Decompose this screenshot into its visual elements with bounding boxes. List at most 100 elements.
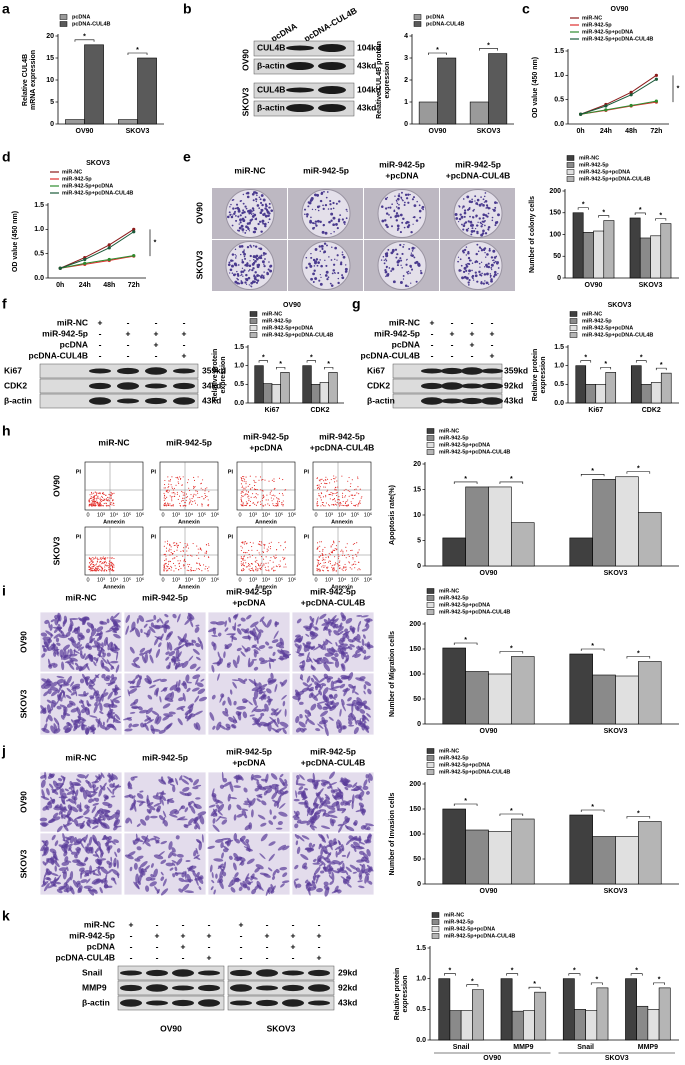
- band-label: Snail: [82, 967, 102, 977]
- colony: [333, 207, 335, 209]
- flow-plot: [237, 462, 295, 510]
- event: [91, 496, 92, 497]
- bar: [638, 822, 661, 885]
- colony: [494, 271, 497, 274]
- sig-label: *: [602, 209, 605, 216]
- colony: [261, 274, 263, 276]
- event: [333, 550, 334, 551]
- event: [206, 544, 207, 545]
- colony: [320, 274, 321, 275]
- event: [331, 504, 332, 505]
- event: [241, 500, 242, 501]
- row-label: OV90: [51, 475, 61, 497]
- event: [262, 565, 263, 566]
- event: [104, 503, 105, 504]
- event: [243, 476, 244, 477]
- legend-label: miR-942-5p+pcDNA: [439, 602, 490, 608]
- colony: [397, 203, 398, 204]
- legend-swatch: [427, 749, 434, 754]
- event: [172, 553, 173, 554]
- event: [261, 545, 262, 546]
- colony: [253, 245, 255, 247]
- event: [339, 505, 340, 506]
- event: [103, 500, 104, 501]
- colony: [326, 271, 329, 274]
- event: [90, 570, 91, 571]
- colony: [472, 216, 474, 218]
- event: [173, 542, 174, 543]
- colony: [337, 272, 339, 274]
- treatment-sign: -: [431, 328, 434, 338]
- event: [326, 567, 327, 568]
- event: [328, 494, 329, 495]
- tick-label: 0: [161, 577, 164, 583]
- event: [241, 480, 242, 481]
- event: [354, 489, 355, 490]
- event: [340, 551, 341, 552]
- point: [108, 246, 111, 249]
- event: [248, 491, 249, 492]
- event: [282, 479, 283, 480]
- treatment-sign: +: [155, 930, 160, 940]
- bar: [661, 373, 671, 403]
- event: [285, 547, 286, 548]
- y-axis-label: OD value (450 nm): [12, 211, 19, 272]
- event: [179, 496, 180, 497]
- colony: [320, 251, 321, 252]
- event: [355, 554, 356, 555]
- event: [257, 568, 258, 569]
- legend-label: miR-942-5p+pcDNA-CUL4B: [439, 769, 510, 775]
- axis-label: Annexin: [178, 584, 200, 590]
- event: [194, 570, 195, 571]
- event: [166, 551, 167, 552]
- event: [248, 550, 249, 551]
- event: [102, 497, 103, 498]
- dish: [302, 190, 350, 238]
- bar: [65, 120, 84, 124]
- event: [264, 480, 265, 481]
- colony: [462, 228, 464, 230]
- x-tick-label: 72h: [128, 282, 140, 289]
- treatment-sign: -: [99, 339, 102, 349]
- bar: [489, 674, 512, 724]
- colony: [390, 252, 393, 255]
- colony: [397, 259, 400, 262]
- colony: [253, 259, 254, 260]
- bar: [466, 672, 489, 725]
- colony: [407, 202, 409, 204]
- legend-label: miR-942-5p: [439, 435, 469, 441]
- event: [92, 497, 93, 498]
- colony: [472, 277, 474, 279]
- event: [107, 497, 108, 498]
- event: [95, 564, 96, 565]
- colony: [483, 198, 485, 200]
- treatment-name: pcDNA-CUL4B: [361, 350, 421, 360]
- event: [190, 555, 191, 556]
- event: [189, 564, 190, 565]
- colony: [244, 258, 246, 260]
- colony: [389, 267, 391, 269]
- colony: [232, 260, 234, 262]
- colony: [485, 256, 486, 257]
- event: [317, 498, 318, 499]
- legend-swatch: [432, 934, 439, 939]
- colony: [381, 205, 384, 208]
- colony: [420, 272, 422, 274]
- legend-label: pcDNA: [426, 14, 444, 20]
- colony: [245, 274, 247, 276]
- event: [241, 504, 242, 505]
- event: [327, 490, 328, 491]
- event: [319, 564, 320, 565]
- colony: [241, 212, 243, 214]
- band: [318, 104, 346, 112]
- event: [94, 498, 95, 499]
- colony: [252, 215, 255, 218]
- colony: [260, 247, 263, 250]
- event: [361, 496, 362, 497]
- event: [261, 563, 262, 564]
- event: [91, 568, 92, 569]
- event: [342, 497, 343, 498]
- sig-label: *: [677, 86, 680, 93]
- colony: [256, 282, 258, 284]
- event: [95, 557, 96, 558]
